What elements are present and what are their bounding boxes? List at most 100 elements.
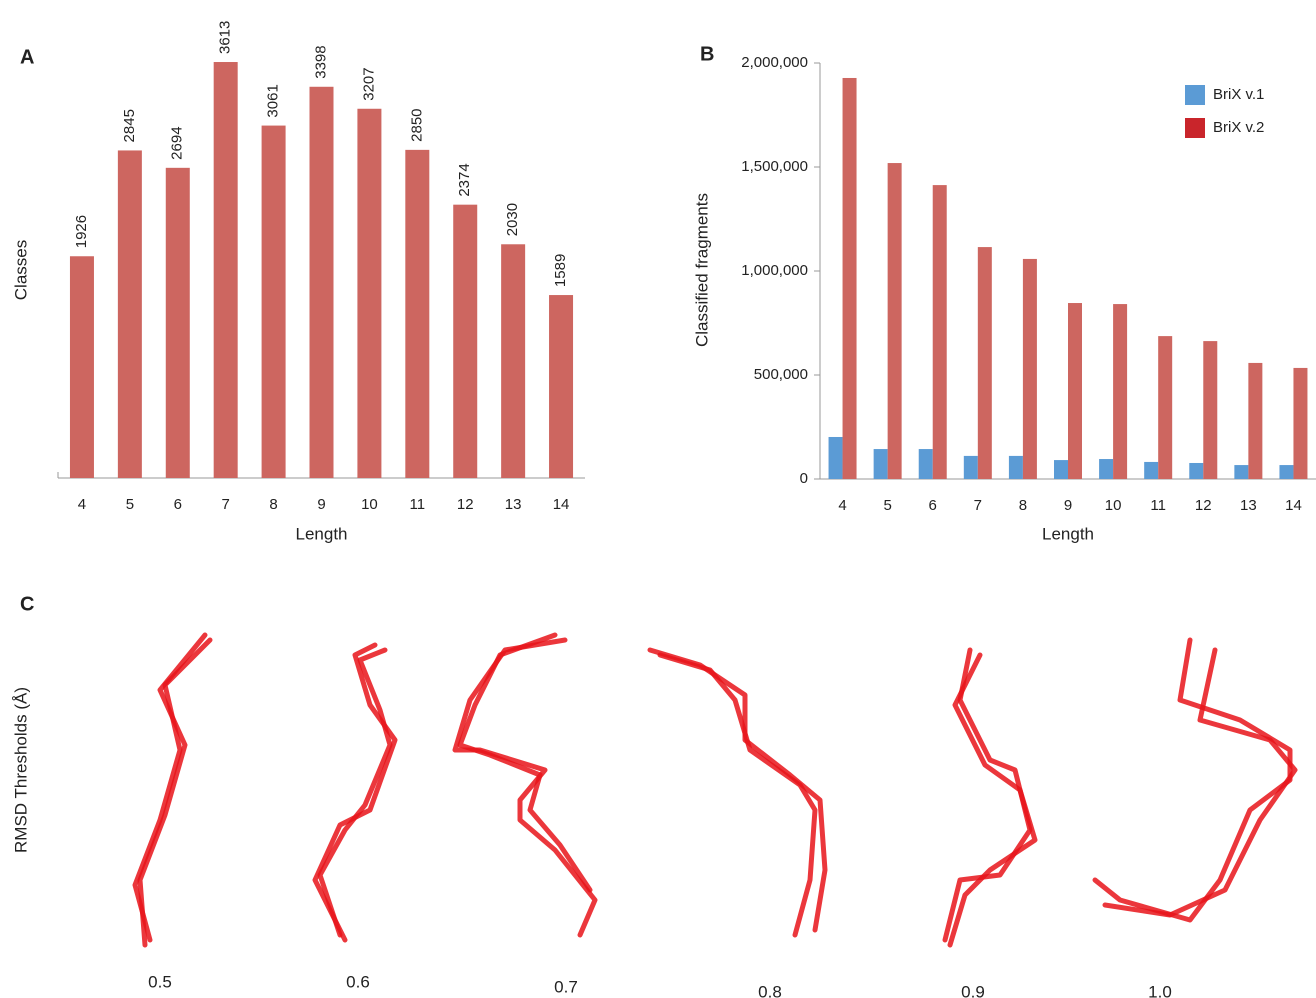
x-tick-label: 6 [929, 497, 937, 514]
structure [457, 632, 593, 893]
x-tick-label: 11 [410, 496, 426, 513]
structure [1102, 647, 1298, 918]
x-tick-label: 14 [1285, 497, 1302, 514]
bar [453, 204, 478, 478]
bar [1022, 258, 1037, 479]
bar [1293, 367, 1308, 479]
value-label: 2850 [408, 108, 425, 141]
structure [137, 632, 208, 948]
x-tick-label: 13 [1240, 497, 1257, 514]
bar [1248, 362, 1263, 479]
structure [1092, 637, 1293, 923]
legend-swatch [1185, 85, 1205, 105]
structure [647, 647, 828, 933]
bar [1234, 465, 1249, 479]
structure [317, 647, 393, 938]
y-tick-label: 0 [800, 470, 808, 487]
bar [932, 185, 947, 479]
value-label: 2030 [504, 203, 521, 236]
bar [918, 449, 933, 479]
bar [828, 436, 843, 479]
x-tick-label: 7 [222, 496, 230, 513]
x-tick-label: 5 [883, 497, 891, 514]
threshold-label: 1.0 [1148, 982, 1172, 998]
bar [842, 77, 857, 479]
structures [132, 632, 1298, 948]
x-tick-label: 8 [1019, 497, 1027, 514]
threshold-label: 0.6 [346, 972, 370, 991]
x-tick-label: 11 [1150, 497, 1166, 514]
legend-label: BriX v.1 [1213, 86, 1264, 103]
value-label: 3613 [217, 21, 234, 54]
structure [947, 652, 1038, 948]
bar [1189, 462, 1204, 479]
x-tick-label: 10 [361, 496, 378, 513]
bar [1203, 341, 1218, 479]
x-tick-label: 12 [457, 496, 474, 513]
x-axis-title: Length [1042, 524, 1094, 543]
bar [873, 449, 888, 479]
bar [357, 108, 382, 478]
x-tick-label: 7 [974, 497, 982, 514]
threshold-label: 0.9 [961, 982, 985, 998]
x-tick-label: 6 [174, 496, 182, 513]
x-tick-label: 14 [553, 496, 570, 513]
x-tick-label: 4 [838, 497, 846, 514]
structure [942, 647, 1033, 943]
value-label: 3061 [265, 84, 282, 117]
panel-letter: B [700, 43, 714, 65]
structure [132, 637, 213, 943]
value-label: 2845 [121, 109, 138, 142]
structure [452, 637, 598, 938]
bar [117, 150, 142, 478]
y-tick-label: 500,000 [754, 366, 808, 383]
bar [963, 455, 978, 479]
bar [69, 256, 94, 478]
x-tick-label: 5 [126, 496, 134, 513]
y-tick-label: 1,000,000 [741, 262, 808, 279]
value-label: 2374 [456, 163, 473, 196]
x-tick-label: 9 [1064, 497, 1072, 514]
bar [213, 62, 238, 479]
y-tick-label: 1,500,000 [741, 158, 808, 175]
bar [405, 149, 430, 478]
x-tick-label: 10 [1105, 497, 1122, 514]
bar [977, 247, 992, 479]
y-axis-title: Classified fragments [692, 193, 711, 347]
bar [1099, 459, 1114, 479]
threshold-label: 0.7 [554, 977, 578, 996]
value-label: 2694 [169, 126, 186, 159]
x-tick-label: 13 [505, 496, 522, 513]
legend-label: BriX v.2 [1213, 119, 1264, 136]
bar [1158, 336, 1173, 479]
bar [261, 125, 286, 478]
bar [549, 295, 574, 478]
bar [1113, 304, 1128, 479]
threshold-label: 0.8 [758, 982, 782, 998]
bar [501, 244, 526, 478]
structure [657, 652, 818, 938]
panel-letter: C [20, 593, 34, 615]
value-label: 3398 [312, 45, 329, 78]
structure [312, 642, 398, 943]
bar [165, 167, 190, 479]
x-axis-title: Length [296, 524, 348, 543]
value-label: 3207 [360, 67, 377, 100]
bar [1008, 455, 1023, 479]
panel-letter: A [20, 46, 34, 68]
bar [887, 163, 902, 479]
x-tick-label: 9 [317, 496, 325, 513]
bar [1068, 303, 1082, 479]
x-tick-label: 4 [78, 496, 86, 513]
legend-swatch [1185, 118, 1205, 138]
x-tick-label: 8 [269, 496, 277, 513]
y-axis-title: RMSD Thresholds (Å) [11, 687, 30, 853]
threshold-label: 0.5 [148, 972, 172, 991]
bar [1144, 461, 1159, 479]
bar [1054, 460, 1068, 479]
bar [1279, 465, 1294, 479]
value-label: 1926 [73, 215, 90, 248]
value-label: 1589 [552, 254, 569, 287]
y-tick-label: 2,000,000 [741, 54, 808, 71]
